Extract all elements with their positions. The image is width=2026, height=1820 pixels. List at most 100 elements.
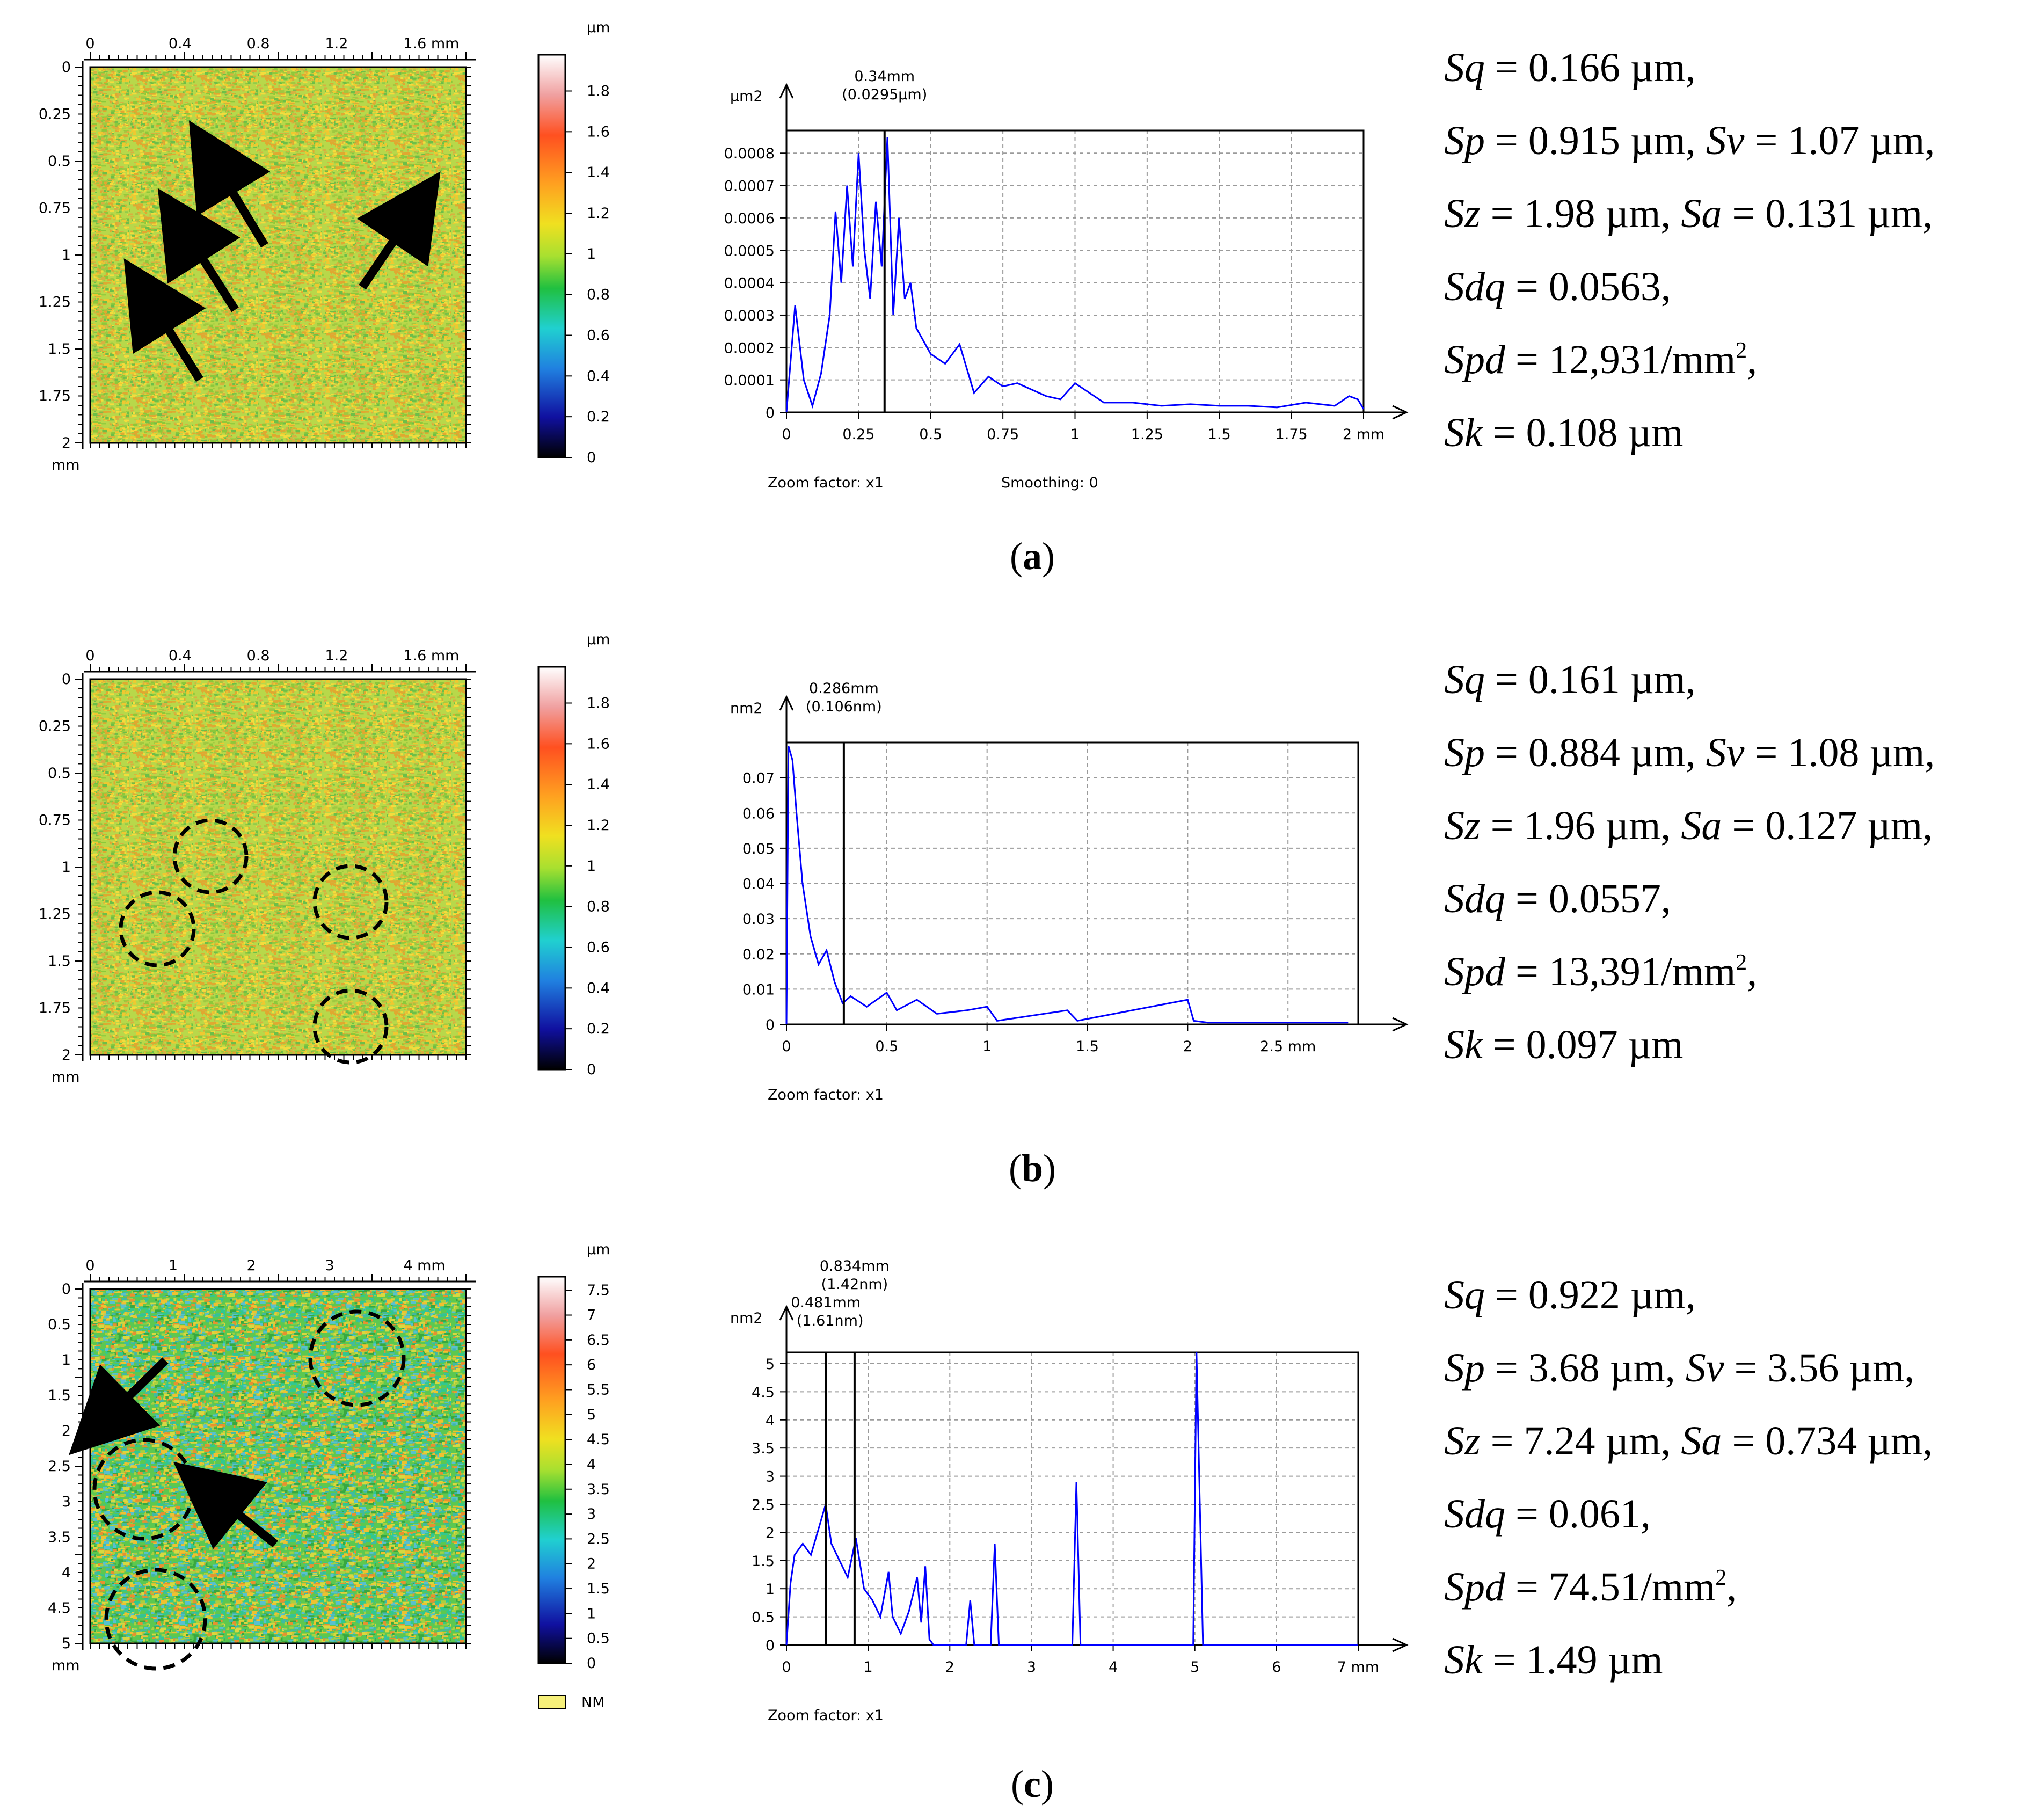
colorbar: µm 1.8 1.6 1.4 1.2 1 0.8 0.6 0.4 0.2 0 (537, 631, 610, 1078)
cursor-annotation: 0.481mm (791, 1294, 861, 1311)
y-tick-label: 0.04 (742, 876, 775, 893)
map-x-tick-label: 1.6 mm (403, 35, 459, 52)
map-y-tick-label: 0.25 (39, 718, 71, 735)
colorbar-tick-label: 1.8 (587, 83, 610, 100)
caption-a: (a) (1010, 535, 1055, 578)
colorbar-tick-label: 1 (587, 858, 596, 875)
map-x-tick-label: 0 (85, 1257, 94, 1274)
psd-series-line (785, 137, 1365, 413)
x-tick-label: 2 (945, 1659, 954, 1676)
colorbar-gradient-bar (537, 54, 566, 458)
colorbar-tick-label: 0.5 (587, 1630, 610, 1647)
map-y-tick-label: 1.25 (39, 294, 71, 311)
dashed-circle-marker (172, 818, 249, 894)
y-axis-arrow-icon (779, 695, 794, 711)
param-sa: 0.131 µm (1765, 191, 1923, 236)
map-y-tick-label: 2 (62, 1047, 71, 1064)
cursor-annotation-value: (0.106nm) (806, 698, 882, 715)
spectrum-chart: 0 1 2 3 4 5 6 7 mm 5 4.5 4 3.5 3 2.5 2 1.5 1 0.5 0 nm2 0.834… (730, 1258, 1409, 1724)
panel-b: 0 0.4 0.8 1.2 1.6 mm 0 0.25 0.5 0.75 1 1.25 1.5 1.75… (39, 631, 1409, 1103)
param-sv: 1.07 µm (1788, 118, 1925, 163)
panel-c-parameters: Sq = 0.922 µm, Sp = 3.68 µm, Sv = 3.56 µ… (1444, 1272, 1933, 1683)
y-tick-label: 0.0008 (724, 145, 775, 162)
x-tick-label: 2.5 mm (1260, 1038, 1316, 1055)
panel-a: 0 0.4 0.8 1.2 1.6 mm 0 0.25 0.5 0.75 1 1.25 1.5 1.75… (39, 19, 1409, 491)
param-sa: 0.127 µm (1765, 803, 1923, 848)
colorbar-tick-label: 0.6 (587, 327, 610, 344)
colorbar-tick-label: 3.5 (587, 1481, 610, 1498)
cursor-annotation: 0.34mm (854, 68, 915, 85)
height-map-image (90, 67, 466, 443)
x-tick-label: 1.75 (1276, 426, 1308, 443)
colorbar-gradient-bar (537, 1276, 566, 1664)
map-y-tick-label: 1 (62, 1352, 71, 1368)
map-y-tick-label: 2 (62, 435, 71, 452)
x-tick-label: 4 (1109, 1659, 1118, 1676)
colorbar-tick-label: 0.2 (587, 409, 610, 425)
map-y-tick-label: 3 (62, 1494, 71, 1510)
x-tick-label: 0.5 (919, 426, 942, 443)
param-sdq: 0.0557 (1548, 876, 1661, 921)
colorbar-tick-label: 1 (587, 246, 596, 263)
colorbar-tick-label: 0.8 (587, 899, 610, 915)
map-y-tick-label: 2 (62, 1423, 71, 1439)
zoom-factor-label: Zoom factor: x1 (768, 475, 884, 491)
map-y-tick-label: 0 (62, 671, 71, 688)
x-tick-label: 5 (1190, 1659, 1199, 1676)
psd-series-line (785, 746, 1349, 1025)
spectrum-chart: 0 0.5 1 1.5 2 2.5 mm 0.07 0.06 0.05 0.04 0.03 0.02 0… (730, 680, 1409, 1103)
dashed-circle-marker (312, 988, 389, 1065)
y-tick-label: 2.5 (752, 1497, 775, 1513)
param-sp: 0.884 µm (1528, 730, 1686, 775)
map-y-tick-label: 0 (62, 1281, 71, 1298)
colorbar-tick-label: 1.6 (587, 123, 610, 140)
x-tick-label: 7 mm (1337, 1659, 1379, 1676)
map-y-unit: mm (52, 457, 80, 474)
black-arrow-icon (157, 188, 241, 312)
y-tick-label: 0.03 (742, 911, 775, 928)
colorbar-tick-label: 0.2 (587, 1021, 610, 1037)
x-axis-arrow-icon (1392, 1017, 1409, 1032)
x-tick-label: 1 (1070, 426, 1080, 443)
map-y-tick-label: 0.5 (48, 1316, 71, 1333)
map-x-tick-label: 1.2 (325, 647, 348, 664)
dashed-circle-marker (119, 890, 196, 967)
map-y-tick-label: 4 (62, 1564, 71, 1581)
x-axis-arrow-icon (1392, 1637, 1409, 1652)
psd-series-line (785, 1352, 1358, 1646)
colorbar-tick-label: 7 (587, 1307, 596, 1324)
black-arrow-icon (356, 171, 441, 290)
y-tick-label: 0.0004 (724, 275, 775, 292)
map-y-tick-label: 2.5 (48, 1458, 71, 1475)
param-sa: 0.734 µm (1765, 1418, 1923, 1464)
param-spd: 13,391/mm (1548, 949, 1736, 994)
y-tick-label: 0 (766, 1637, 775, 1654)
caption-b-letter: b (1021, 1147, 1044, 1190)
cursor-annotation-value: (1.61nm) (797, 1313, 864, 1329)
y-tick-label: 0.0007 (724, 178, 775, 195)
y-tick-label: 0.5 (752, 1610, 775, 1626)
y-tick-label: 0.0006 (724, 210, 775, 227)
colorbar-tick-label: 4.5 (587, 1431, 610, 1448)
x-tick-label: 3 (1027, 1659, 1036, 1676)
param-sz: 7.24 µm (1524, 1418, 1661, 1464)
nm-legend-swatch (538, 1695, 566, 1709)
y-unit-label: nm2 (730, 1310, 763, 1327)
map-y-tick-label: 1.5 (48, 1387, 71, 1404)
colorbar: µm 7.5 7 6.5 6 5.5 5 4.5 4 3.5 3 2.5 2 1.5 1 0.5 0 NM (537, 1241, 610, 1711)
colorbar-tick-label: 1.4 (587, 164, 610, 181)
colorbar-tick-label: 1.5 (587, 1581, 610, 1597)
param-sq: 0.161 µm (1528, 657, 1686, 702)
y-tick-label: 5 (766, 1356, 775, 1373)
colorbar-tick-label: 0 (587, 1061, 596, 1078)
map-y-tick-label: 3.5 (48, 1529, 71, 1546)
map-x-tick-label: 2 (247, 1257, 256, 1274)
colorbar-tick-label: 7.5 (587, 1282, 610, 1299)
param-sz: 1.96 µm (1524, 803, 1661, 848)
height-map: 0 0.4 0.8 1.2 1.6 mm 0 0.25 0.5 0.75 1 1.25 1.5 1.75… (39, 647, 476, 1086)
colorbar-gradient-bar (537, 666, 566, 1071)
y-tick-label: 1.5 (752, 1553, 775, 1570)
param-sq: 0.922 µm (1528, 1272, 1686, 1317)
y-unit-label: nm2 (730, 700, 763, 717)
dashed-circle-marker (308, 1309, 406, 1407)
